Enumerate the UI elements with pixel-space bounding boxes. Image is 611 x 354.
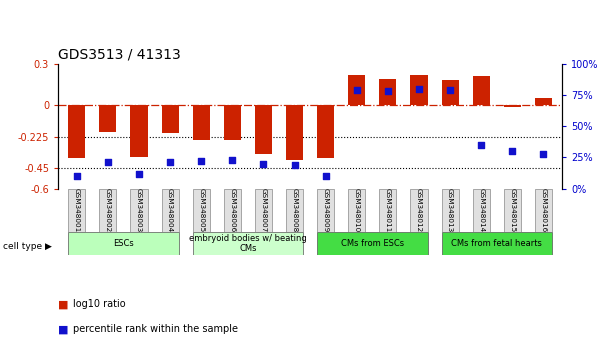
Bar [317,189,334,232]
Bar [161,105,178,133]
Text: GSM348004: GSM348004 [167,188,173,233]
Text: log10 ratio: log10 ratio [73,299,126,309]
Bar [348,75,365,105]
Text: GDS3513 / 41313: GDS3513 / 41313 [58,47,181,61]
Text: GSM348005: GSM348005 [198,188,204,233]
Text: GSM348008: GSM348008 [291,188,298,233]
Bar [473,76,490,105]
Text: GSM348007: GSM348007 [260,188,266,233]
Bar [473,189,490,232]
Bar [286,189,303,232]
Bar [535,98,552,105]
Bar [130,105,147,157]
Bar [504,105,521,107]
Bar [317,232,428,255]
Point [508,148,518,154]
Text: GSM348009: GSM348009 [323,188,329,233]
Point [258,161,268,166]
Point [445,87,455,93]
Point [321,173,331,179]
Text: GSM348010: GSM348010 [354,188,360,233]
Bar [224,189,241,232]
Bar [68,105,86,158]
Point [290,162,299,168]
Bar [99,189,116,232]
Text: GSM348006: GSM348006 [229,188,235,233]
Text: ■: ■ [58,324,68,334]
Text: percentile rank within the sample: percentile rank within the sample [73,324,238,334]
Bar [504,189,521,232]
Bar [442,189,459,232]
Bar [255,189,272,232]
Bar [68,232,178,255]
Text: embryoid bodies w/ beating
CMs: embryoid bodies w/ beating CMs [189,234,307,253]
Point [414,86,424,92]
Text: CMs from fetal hearts: CMs from fetal hearts [452,239,542,248]
Text: GSM348012: GSM348012 [416,188,422,233]
Bar [99,105,116,132]
Point [165,160,175,165]
Bar [68,189,86,232]
Text: ESCs: ESCs [113,239,134,248]
Text: cell type ▶: cell type ▶ [3,241,52,251]
Point [134,171,144,177]
Bar [379,79,397,105]
Bar [379,189,397,232]
Text: GSM348002: GSM348002 [105,188,111,233]
Point [196,158,206,164]
Text: GSM348011: GSM348011 [385,188,391,233]
Text: ■: ■ [58,299,68,309]
Bar [286,105,303,160]
Text: GSM348014: GSM348014 [478,188,485,233]
Point [383,88,393,94]
Text: GSM348013: GSM348013 [447,188,453,233]
Point [538,151,548,156]
Bar [317,105,334,158]
Bar [192,105,210,140]
Bar [224,105,241,140]
Text: GSM348016: GSM348016 [541,188,546,233]
Bar [192,232,303,255]
Text: CMs from ESCs: CMs from ESCs [341,239,404,248]
Point [227,157,237,163]
Bar [348,189,365,232]
Bar [161,189,178,232]
Point [103,160,112,165]
Bar [130,189,147,232]
Point [352,87,362,93]
Text: GSM348001: GSM348001 [74,188,79,233]
Text: GSM348003: GSM348003 [136,188,142,233]
Bar [535,189,552,232]
Bar [192,189,210,232]
Bar [255,105,272,154]
Point [72,173,82,179]
Bar [411,189,428,232]
Point [477,142,486,148]
Bar [442,80,459,105]
Bar [442,232,552,255]
Bar [411,75,428,105]
Text: GSM348015: GSM348015 [510,188,515,233]
